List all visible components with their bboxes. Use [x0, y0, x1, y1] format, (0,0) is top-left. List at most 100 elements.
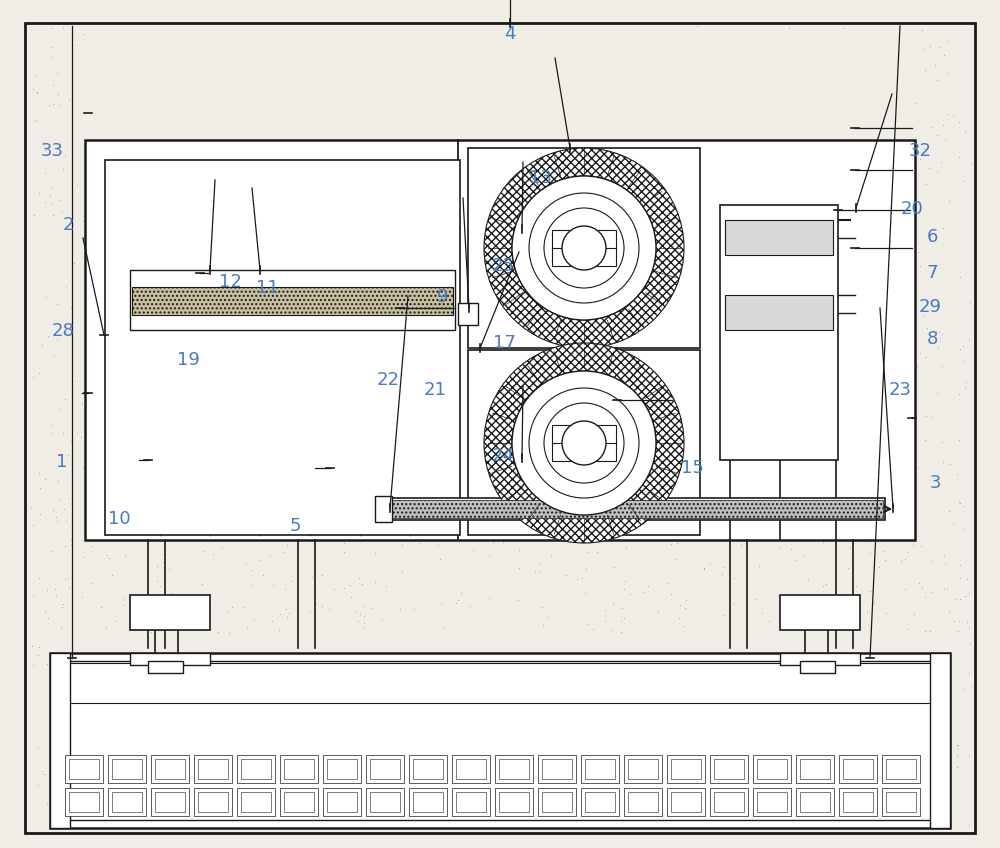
Point: [862, 584, 878, 598]
Point: [844, 622, 860, 635]
Point: [941, 605, 957, 618]
Point: [933, 155, 949, 169]
Point: [916, 309, 932, 322]
Text: 3: 3: [929, 474, 941, 493]
Point: [43, 419, 59, 432]
Bar: [671, 792, 701, 812]
Point: [238, 556, 254, 570]
Bar: [628, 759, 658, 779]
Point: [952, 592, 968, 605]
Point: [32, 508, 48, 522]
Point: [41, 98, 57, 112]
Point: [205, 547, 221, 561]
Bar: [538, 755, 576, 783]
Point: [75, 215, 91, 228]
Point: [912, 259, 928, 273]
Point: [924, 410, 940, 423]
Point: [246, 613, 262, 627]
Point: [934, 327, 950, 341]
Point: [827, 611, 843, 624]
Point: [60, 448, 76, 461]
Point: [432, 552, 448, 566]
Point: [43, 544, 59, 558]
Point: [935, 455, 951, 468]
Bar: [886, 792, 916, 812]
Point: [42, 189, 58, 203]
Point: [908, 394, 924, 408]
Point: [45, 98, 61, 111]
Point: [74, 591, 90, 605]
Point: [64, 131, 80, 144]
Point: [715, 561, 731, 574]
Point: [940, 108, 956, 121]
Bar: [552, 425, 616, 461]
Point: [663, 588, 679, 601]
Point: [60, 572, 76, 585]
Point: [796, 550, 812, 563]
Bar: [796, 788, 834, 816]
Point: [453, 586, 469, 600]
Point: [336, 536, 352, 550]
Point: [378, 579, 394, 593]
Point: [910, 245, 926, 259]
Point: [177, 603, 193, 616]
Point: [569, 572, 585, 586]
Point: [915, 141, 931, 154]
Text: 4: 4: [504, 25, 516, 43]
Bar: [151, 755, 189, 783]
Point: [739, 544, 755, 557]
Point: [952, 271, 968, 284]
Point: [840, 561, 856, 575]
Point: [961, 622, 977, 635]
Point: [532, 557, 548, 571]
Text: 24: 24: [492, 447, 514, 466]
Point: [677, 601, 693, 615]
Point: [352, 607, 368, 621]
Point: [314, 600, 330, 613]
Point: [45, 504, 61, 517]
Point: [63, 538, 79, 552]
Bar: [413, 759, 443, 779]
Point: [937, 133, 953, 147]
Point: [26, 209, 42, 222]
Bar: [667, 755, 705, 783]
Point: [48, 510, 64, 524]
Text: 12: 12: [219, 272, 241, 291]
Point: [957, 589, 973, 602]
Bar: [542, 792, 572, 812]
Point: [74, 397, 90, 410]
Point: [40, 611, 56, 624]
Point: [343, 591, 359, 605]
Point: [51, 98, 67, 112]
Bar: [839, 788, 877, 816]
Point: [859, 605, 875, 619]
Bar: [800, 759, 830, 779]
Bar: [151, 788, 189, 816]
Point: [910, 461, 926, 475]
Text: 13: 13: [529, 169, 551, 187]
Point: [56, 502, 72, 516]
Point: [616, 611, 632, 624]
Bar: [370, 792, 400, 812]
Point: [37, 471, 53, 485]
Point: [63, 533, 79, 546]
Point: [321, 602, 337, 616]
Point: [278, 602, 294, 616]
Point: [917, 350, 933, 364]
Point: [25, 659, 41, 672]
Point: [75, 461, 91, 475]
Point: [289, 570, 305, 583]
Point: [761, 614, 777, 628]
Point: [659, 576, 675, 589]
Point: [271, 623, 287, 637]
Point: [774, 592, 790, 605]
Bar: [581, 788, 619, 816]
Point: [929, 165, 945, 178]
Point: [29, 86, 45, 100]
Point: [185, 622, 201, 636]
Bar: [50, 653, 950, 828]
Point: [574, 571, 590, 584]
Bar: [499, 792, 529, 812]
Point: [955, 174, 971, 187]
Point: [44, 427, 60, 440]
